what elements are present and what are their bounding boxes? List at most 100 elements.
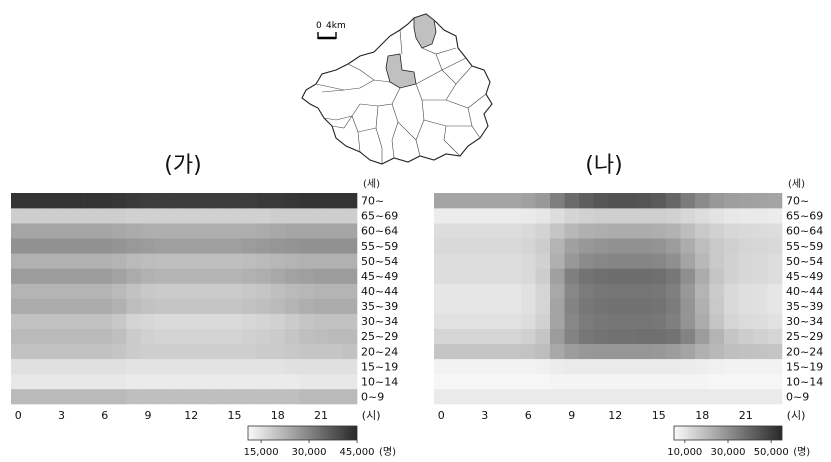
heatmap-cell <box>724 298 739 314</box>
heatmap-cell <box>83 298 98 314</box>
heatmap-cell <box>342 298 358 314</box>
heatmap-cell <box>651 193 667 209</box>
heatmap-cell <box>709 373 725 390</box>
heatmap-cell <box>227 238 242 254</box>
heatmap-cell <box>241 208 257 224</box>
heatmap-cell <box>256 253 271 269</box>
heatmap-cell <box>126 358 142 375</box>
heatmap-cell <box>140 223 156 239</box>
heatmap-cell <box>256 238 271 254</box>
heatmap-cell <box>270 388 286 405</box>
heatmap-cell <box>579 313 594 329</box>
heatmap-cell <box>184 343 199 360</box>
heatmap-cell <box>738 313 754 329</box>
heatmap-cell <box>342 358 358 375</box>
heatmap-cell <box>284 358 300 375</box>
heatmap-cell <box>550 343 565 360</box>
heatmap-cell <box>448 238 464 254</box>
heatmap-cell <box>492 208 507 224</box>
heatmap-cell <box>241 223 257 239</box>
chart-title: (가) <box>164 153 201 178</box>
heatmap-cell <box>97 328 113 345</box>
heatmap-cell <box>169 373 185 390</box>
heatmap-cell <box>284 283 300 299</box>
heatmap-cell <box>227 343 242 360</box>
heatmap-cell <box>622 193 638 209</box>
heatmap-cell <box>709 328 725 345</box>
heatmap-cell <box>68 358 84 375</box>
heatmap-cell <box>54 193 69 209</box>
heatmap-cell <box>521 298 536 314</box>
heatmap-cell <box>738 253 754 269</box>
heatmap-cell <box>593 373 609 390</box>
heatmap-cell <box>477 283 493 299</box>
heatmap-cell <box>579 328 594 345</box>
heatmap-cell <box>140 208 156 224</box>
heatmap-cell <box>54 253 69 269</box>
x-tick-label: 6 <box>101 409 108 422</box>
heatmap-cell <box>434 328 449 345</box>
heatmap-cell <box>753 223 768 239</box>
heatmap-cell <box>448 283 464 299</box>
heatmap-cell <box>564 208 580 224</box>
heatmap-cell <box>11 193 26 209</box>
heatmap-cell <box>767 238 783 254</box>
heatmap-cell <box>313 298 329 314</box>
heatmap-cell <box>593 193 609 209</box>
heatmap-cell <box>126 238 142 254</box>
heatmap-cell <box>169 358 185 375</box>
heatmap-cell <box>184 388 199 405</box>
heatmap-cell <box>579 373 594 390</box>
x-tick-label: 21 <box>739 409 753 422</box>
heatmap-cell <box>227 223 242 239</box>
heatmap-cell <box>637 313 652 329</box>
heatmap-cell <box>695 388 710 405</box>
heatmap-cell <box>126 328 142 345</box>
heatmap-cell <box>622 223 638 239</box>
heatmap-cell <box>184 298 199 314</box>
heatmap-cell <box>695 343 710 360</box>
chart-title: (나) <box>585 153 622 178</box>
heatmap-cell <box>579 358 594 375</box>
district-boundaries <box>315 29 487 164</box>
heatmap-cell <box>680 373 696 390</box>
heatmap-cell <box>753 358 768 375</box>
heatmap-cell <box>184 283 199 299</box>
heatmap-cell <box>169 193 185 209</box>
heatmap-cell <box>328 358 343 375</box>
heatmap-cell <box>608 358 623 375</box>
heatmap-cell <box>521 328 536 345</box>
heatmap-cell <box>622 283 638 299</box>
heatmap-cell <box>463 223 478 239</box>
heatmap-cell <box>184 373 199 390</box>
heatmap-cell <box>434 193 449 209</box>
heatmap-cell <box>622 268 638 284</box>
heatmap-cell <box>212 298 228 314</box>
heatmap-cell <box>535 193 551 209</box>
heatmap-cell <box>256 268 271 284</box>
heatmap-cell <box>25 388 41 405</box>
heatmap-cell <box>25 328 41 345</box>
heatmap-cell <box>97 223 113 239</box>
heatmap-cell <box>328 268 343 284</box>
heatmap-cell <box>535 268 551 284</box>
heatmap-cell <box>342 253 358 269</box>
heatmap-cell <box>241 328 257 345</box>
heatmap-cell <box>767 283 783 299</box>
heatmap-cell <box>313 238 329 254</box>
y-axis-unit: (세) <box>363 178 380 190</box>
heatmap-cell <box>535 313 551 329</box>
heatmap-cell <box>753 238 768 254</box>
heatmap-cell <box>579 298 594 314</box>
heatmap-cell <box>270 298 286 314</box>
heatmap-cell <box>169 388 185 405</box>
heatmap-cell <box>39 193 55 209</box>
heatmap-cell <box>579 238 594 254</box>
heatmap-cell <box>212 373 228 390</box>
heatmap-cell <box>709 253 725 269</box>
heatmap-cell <box>506 208 522 224</box>
heatmap-cell <box>506 193 522 209</box>
heatmap-cell <box>622 238 638 254</box>
heatmap-cell <box>521 223 536 239</box>
heatmap-cell <box>68 283 84 299</box>
